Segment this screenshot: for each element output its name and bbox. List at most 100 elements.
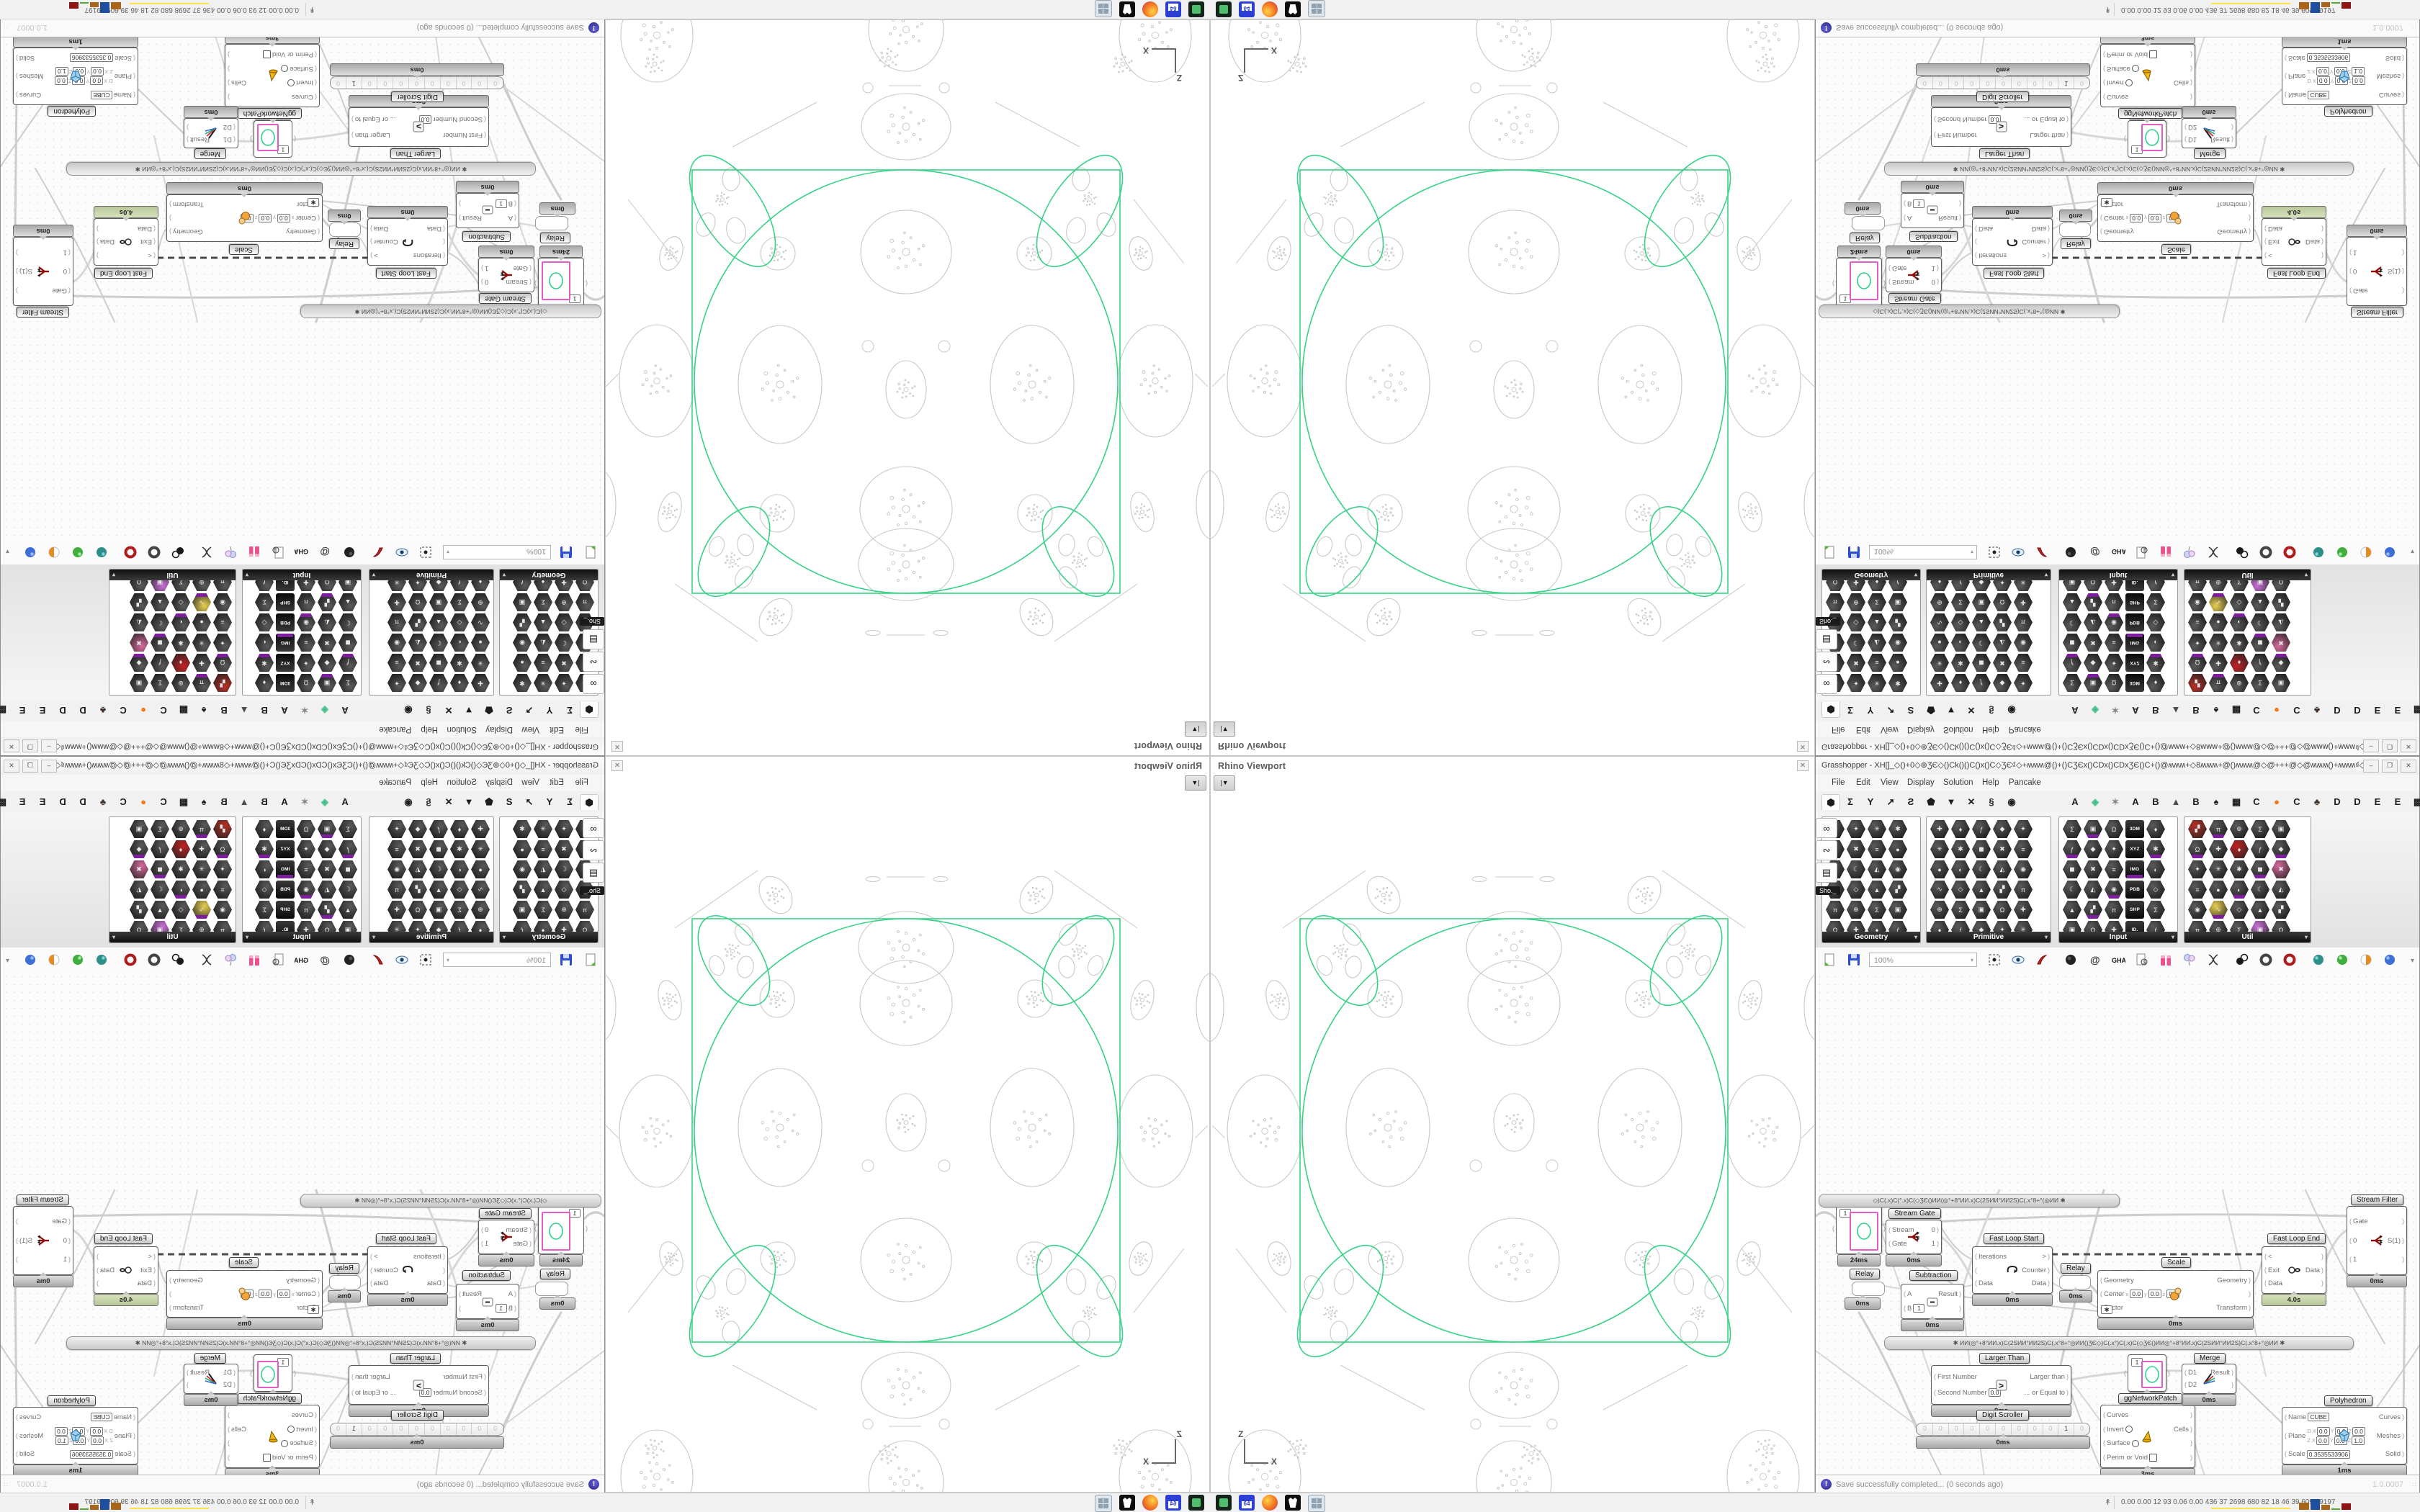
donut-icon[interactable]	[145, 951, 163, 968]
geometry-component-icon[interactable]: ☾	[1847, 860, 1865, 878]
util-component-icon[interactable]: ✱	[2230, 634, 2249, 652]
scale-component[interactable]: (GeometryGeometry)(Centerx0.0y0.0z0.0)(F…	[166, 1270, 323, 1318]
input-component-icon[interactable]: Σ	[2146, 593, 2165, 611]
util-component-icon[interactable]: ☾	[2251, 613, 2269, 631]
expression-button[interactable]: ✱	[308, 198, 319, 207]
dna-wires-icon[interactable]	[198, 544, 215, 561]
network-patch-preview-component[interactable]: (1)	[250, 1354, 296, 1392]
input-component-icon[interactable]: π	[2105, 593, 2123, 611]
geometry-component-icon[interactable]: Σ	[1868, 901, 1886, 919]
menu-file[interactable]: File	[575, 725, 588, 734]
minimize-button[interactable]: –	[2363, 739, 2379, 752]
expression-button[interactable]: ✱	[2101, 198, 2112, 207]
util-component-icon[interactable]: ▞	[2272, 593, 2290, 611]
primitive-component-icon[interactable]: ✚	[471, 820, 490, 838]
collapsed-group-bar[interactable]: ◇)C(.x)C(°.x)C(◇ƷЄ()ИИ(◎°+8°ИИ.x)C(2SИИ°…	[1819, 1194, 2120, 1207]
menu-solution[interactable]: Solution	[1943, 778, 1973, 787]
input-component-icon[interactable]: ƒ	[2063, 654, 2081, 672]
input-component-icon[interactable]: Σ	[2063, 820, 2081, 838]
primitive-component-icon[interactable]: ⊕	[471, 593, 490, 611]
primitive-component-icon[interactable]: ◼	[1972, 840, 1991, 858]
tab-plugin-5[interactable]: ▲	[239, 796, 249, 807]
torus-red-icon[interactable]	[2281, 544, 2298, 561]
util-component-icon[interactable]: π	[192, 674, 211, 692]
relay-node[interactable]	[535, 216, 568, 230]
input-component-icon[interactable]: XYZ	[2125, 654, 2144, 672]
gh-canvas[interactable]: (1) 24ms Relay 0ms Stream Gate(Stream 0)(Gate…	[1, 37, 604, 539]
input-component-icon[interactable]: ◭	[318, 881, 336, 899]
primitive-component-icon[interactable]: ƒ	[1972, 674, 1991, 692]
util-component-icon[interactable]: ▲	[151, 901, 169, 919]
tab-icon-1[interactable]: Σ	[1847, 705, 1853, 716]
tab-icon-6[interactable]: ▼	[1946, 796, 1956, 807]
tab-plugin-12[interactable]: ♣	[99, 705, 107, 716]
preview-eye-icon[interactable]	[2009, 544, 2027, 561]
primitive-component-icon[interactable]: ✳	[1930, 654, 1949, 672]
primitive-component-icon[interactable]: ∿	[1930, 881, 1949, 899]
primitive-component-icon[interactable]: ▞	[1993, 613, 2012, 631]
menu-view[interactable]: View	[1881, 778, 1899, 787]
spheres-pair-icon[interactable]	[2233, 544, 2251, 561]
geometry-component-icon[interactable]: ✦	[555, 820, 573, 838]
input-component-icon[interactable]: ◆	[318, 654, 336, 672]
input-component-icon[interactable]: ▣	[2084, 820, 2102, 838]
util-component-icon[interactable]: ƒ	[2251, 654, 2269, 672]
palette-group-label[interactable]: Primitive ▾	[1927, 932, 2051, 942]
subtraction-component[interactable]: (A Result)(B 1)	[456, 1284, 519, 1319]
primitive-component-icon[interactable]: ⊕	[1930, 593, 1949, 611]
tab-icon-4[interactable]: Ƨ	[1907, 705, 1914, 716]
geometry-component-icon[interactable]: ≡	[1868, 654, 1886, 672]
geometry-component-icon[interactable]: ▞	[513, 881, 532, 899]
input-component-icon[interactable]: SHP	[276, 593, 295, 611]
input-component-icon[interactable]: XYZ	[276, 654, 295, 672]
util-component-icon[interactable]: ƒ	[151, 654, 169, 672]
util-component-icon[interactable]: ◼	[2251, 860, 2269, 878]
geometry-component-icon[interactable]: ◉	[513, 860, 532, 878]
util-component-icon[interactable]: ≡	[2188, 881, 2207, 899]
input-component-icon[interactable]: Σ	[339, 674, 357, 692]
util-component-icon[interactable]: ✳	[192, 860, 211, 878]
input-component-icon[interactable]: SHP	[2125, 593, 2144, 611]
network-patch-preview-component[interactable]: (1)	[250, 120, 296, 158]
input-component-icon[interactable]: ƒ	[339, 840, 357, 858]
tab-plugin-1[interactable]: ◈	[321, 705, 328, 716]
primitive-component-icon[interactable]: ▞	[1993, 881, 2012, 899]
tab-icon-7[interactable]: ✕	[1967, 796, 1976, 807]
ball-teal-icon[interactable]	[93, 544, 110, 561]
doc-search-icon[interactable]: S	[269, 544, 287, 561]
util-component-icon[interactable]: ◭	[130, 613, 148, 631]
primitive-component-icon[interactable]: ✳	[471, 840, 490, 858]
tab-plugin-7[interactable]: ♠	[201, 705, 207, 716]
util-component-icon[interactable]: Σ	[151, 674, 169, 692]
ball-blue-icon[interactable]	[22, 544, 39, 561]
app-floppy-64-icon[interactable]: 64	[1165, 1, 1181, 17]
palette-overflow-icon[interactable]: ▤	[1816, 863, 1837, 883]
util-component-icon[interactable]: ♦	[2230, 654, 2249, 672]
primitive-component-icon[interactable]: ∿	[1930, 613, 1949, 631]
input-component-icon[interactable]: ▣	[318, 820, 336, 838]
palette-group-label[interactable]: Input ▾	[2059, 570, 2177, 580]
tab-plugin-9[interactable]: C	[2253, 796, 2260, 807]
util-component-icon[interactable]: ▞	[2188, 674, 2207, 692]
input-component-icon[interactable]: ◼	[339, 634, 357, 652]
new-document-icon[interactable]	[581, 544, 599, 561]
geometry-component-icon[interactable]: ◭	[534, 860, 552, 878]
fast-loop-end-component[interactable]: (<)(Exit Data)(Data)	[94, 218, 158, 266]
relay-node[interactable]	[2059, 222, 2091, 237]
tab-plugin-15[interactable]: E	[39, 796, 46, 807]
input-component-icon[interactable]: XYZ	[2125, 840, 2144, 858]
tab-plugin-0[interactable]: A	[2071, 796, 2079, 807]
geometry-component-icon[interactable]: ◇	[1847, 613, 1865, 631]
palette-group-label[interactable]: Primitive ▾	[1927, 570, 2051, 580]
grasshopper-titlebar[interactable]: Grasshopper - XH[]_◇()+0◇⊕ƷЄ◇()Ck()()C()…	[1, 737, 604, 755]
geometry-component-icon[interactable]: Σ	[534, 593, 552, 611]
doc-search-icon[interactable]: S	[269, 951, 287, 968]
tab-plugin-17[interactable]: ▩	[0, 703, 11, 718]
remote-at-icon[interactable]: @	[2086, 544, 2103, 561]
tab-plugin-17[interactable]: ▩	[2413, 796, 2420, 807]
primitive-component-icon[interactable]: ✚	[1930, 820, 1949, 838]
util-component-icon[interactable]: ✳	[2209, 634, 2228, 652]
primitive-component-icon[interactable]: ◼	[429, 654, 448, 672]
util-component-icon[interactable]: ◉	[213, 593, 232, 611]
input-component-icon[interactable]: SHP	[2125, 901, 2144, 919]
